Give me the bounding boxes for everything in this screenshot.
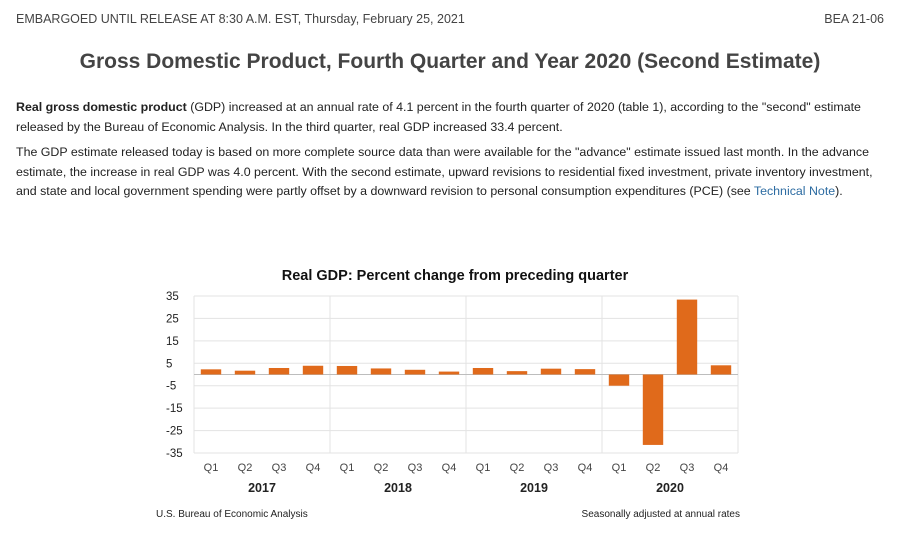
bar [438, 371, 460, 375]
gdp-chart: Real GDP: Percent change from preceding … [0, 258, 900, 528]
chart-title: Real GDP: Percent change from preceding … [282, 268, 629, 284]
x-tick-label: Q2 [646, 462, 661, 474]
bar [268, 367, 290, 375]
bar [608, 374, 630, 386]
bar [710, 365, 732, 375]
x-tick-label: Q1 [204, 462, 219, 474]
x-tick-label: Q3 [680, 462, 695, 474]
x-tick-label: Q1 [612, 462, 627, 474]
page-title: Gross Domestic Product, Fourth Quarter a… [79, 50, 821, 73]
gdp-chart-svg: Real GDP: Percent change from preceding … [156, 268, 740, 520]
estimate-paragraph: The GDP estimate released today is based… [16, 143, 878, 202]
x-tick-label: Q4 [578, 462, 593, 474]
x-tick-label: Q2 [238, 462, 253, 474]
bar [404, 369, 426, 375]
bar [234, 370, 256, 375]
bar [642, 374, 664, 445]
x-tick-label: Q3 [544, 462, 559, 474]
x-tick-label: Q2 [510, 462, 525, 474]
bar [540, 368, 562, 375]
x-tick-label: Q1 [476, 462, 491, 474]
y-tick-label: -25 [166, 426, 183, 438]
bar [676, 299, 698, 375]
x-tick-label: Q4 [714, 462, 729, 474]
bar [200, 369, 222, 375]
y-tick-label: -5 [166, 381, 176, 393]
x-tick-label: Q4 [306, 462, 321, 474]
bar [506, 371, 528, 375]
adjustment-note: Seasonally adjusted at annual rates [582, 509, 740, 520]
bar [472, 367, 494, 375]
estimate-text: The GDP estimate released today is based… [16, 145, 873, 198]
release-id: BEA 21-06 [824, 12, 884, 26]
y-tick-label: -35 [166, 448, 183, 460]
year-label: 2020 [656, 481, 684, 495]
y-tick-label: 15 [166, 336, 179, 348]
x-tick-label: Q3 [408, 462, 423, 474]
summary-bold-lead: Real gross domestic product [16, 100, 187, 114]
bar [370, 368, 392, 375]
estimate-tail: ). [835, 184, 843, 198]
year-label: 2017 [248, 481, 276, 495]
y-tick-label: 25 [166, 313, 179, 325]
year-label: 2018 [384, 481, 412, 495]
year-label: 2019 [520, 481, 548, 495]
x-tick-label: Q4 [442, 462, 457, 474]
x-tick-label: Q2 [374, 462, 389, 474]
y-tick-label: -15 [166, 403, 183, 415]
x-tick-label: Q1 [340, 462, 355, 474]
summary-paragraph: Real gross domestic product (GDP) increa… [16, 98, 878, 137]
bar [302, 365, 324, 375]
y-tick-label: 35 [166, 291, 179, 303]
technical-note-link[interactable]: Technical Note [753, 184, 836, 198]
summary-text: (GDP) increased at an annual rate of 4.1… [16, 100, 861, 134]
embargo-text: EMBARGOED UNTIL RELEASE AT 8:30 A.M. EST… [16, 12, 465, 26]
bar [574, 369, 596, 375]
source-note: U.S. Bureau of Economic Analysis [156, 509, 308, 520]
release-header: EMBARGOED UNTIL RELEASE AT 8:30 A.M. EST… [16, 12, 884, 26]
y-tick-label: 5 [166, 358, 172, 370]
x-tick-label: Q3 [272, 462, 287, 474]
bar [336, 365, 358, 375]
